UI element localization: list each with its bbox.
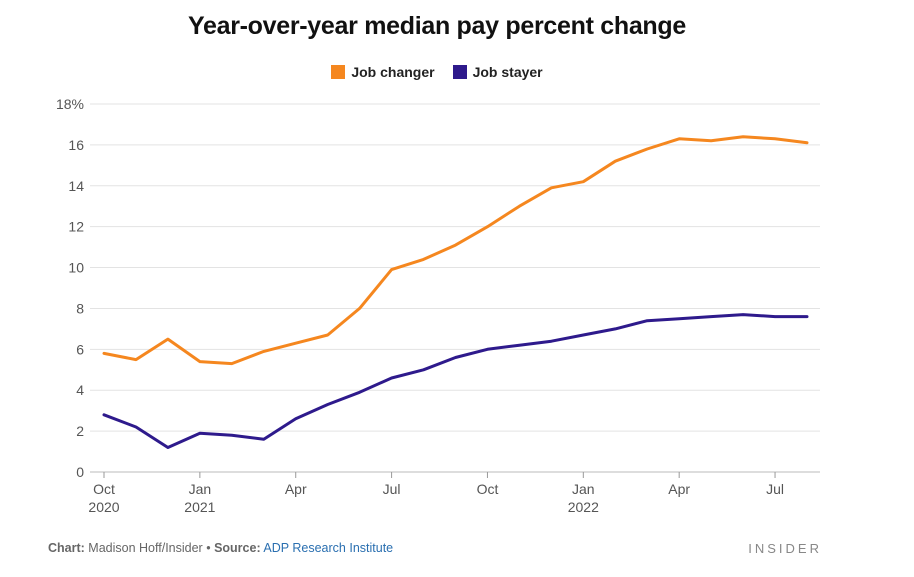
x-tick-year-label: 2022: [568, 499, 599, 515]
chart-legend: Job changer Job stayer: [0, 64, 874, 80]
chart-title: Year-over-year median pay percent change: [188, 12, 686, 40]
x-tick-label: Jan: [189, 481, 212, 497]
y-tick-label: 0: [76, 464, 84, 480]
legend-item-job-changer[interactable]: Job changer: [331, 64, 435, 80]
chart-credit-label: Chart:: [48, 541, 85, 555]
x-tick-year-label: 2021: [184, 499, 215, 515]
legend-item-job-stayer[interactable]: Job stayer: [452, 64, 543, 80]
legend-swatch-job-changer: [331, 65, 346, 79]
y-tick-label: 4: [76, 382, 84, 398]
x-tick-label: Jan: [572, 481, 595, 497]
chart-credit: Madison Hoff/Insider: [88, 541, 203, 555]
y-tick-label: 2: [76, 423, 84, 439]
x-tick-label: Oct: [93, 481, 115, 497]
y-tick-label: 18%: [56, 96, 84, 112]
x-tick-label: Jul: [383, 481, 401, 497]
source-label: Source:: [214, 541, 261, 555]
y-tick-label: 6: [76, 341, 84, 357]
legend-label-job-stayer: Job stayer: [472, 64, 543, 80]
series-line-job-stayer: [102, 313, 809, 449]
y-tick-label: 16: [68, 137, 84, 153]
series-line-job-changer: [102, 135, 809, 366]
y-tick-label: 12: [68, 219, 84, 235]
legend-label-job-changer: Job changer: [351, 64, 435, 80]
x-tick-year-label: 2020: [88, 499, 119, 515]
chart-footer: Chart: Madison Hoff/Insider • Source: AD…: [48, 541, 393, 555]
y-tick-label: 14: [68, 178, 84, 194]
legend-swatch-job-stayer: [452, 65, 467, 79]
x-tick-label: Jul: [766, 481, 784, 497]
brand-logo: INSIDER: [748, 541, 822, 556]
y-tick-label: 8: [76, 300, 84, 316]
x-tick-label: Apr: [668, 481, 690, 497]
x-tick-label: Apr: [285, 481, 307, 497]
source-link[interactable]: ADP Research Institute: [263, 541, 394, 555]
y-tick-label: 10: [68, 260, 84, 276]
x-tick-label: Oct: [477, 481, 499, 497]
footer-separator: •: [206, 541, 211, 555]
